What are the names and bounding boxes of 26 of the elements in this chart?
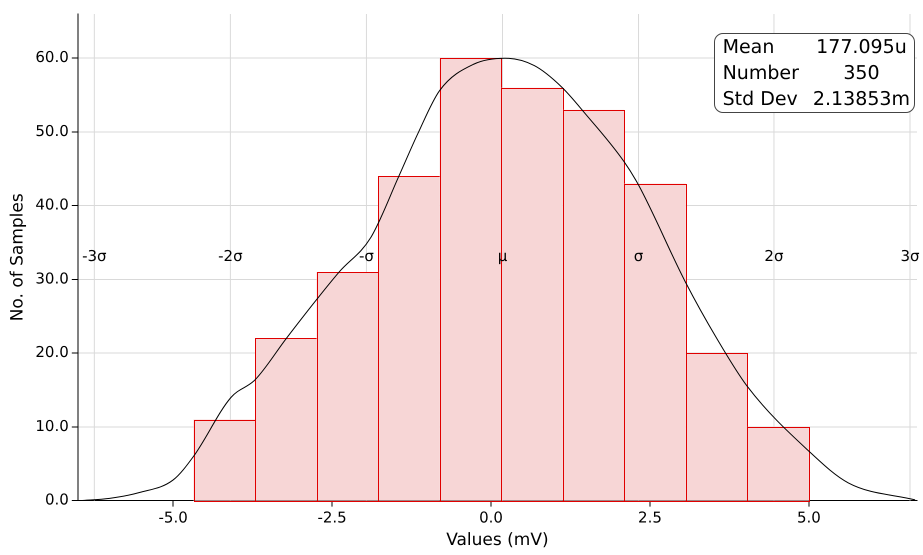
- annotation: Number: [722, 61, 799, 86]
- x-axis-title: Values (mV): [446, 530, 549, 550]
- ref-line-label: -2σ: [218, 247, 244, 266]
- x-tick-label: -5.0: [158, 508, 188, 526]
- ref-line-label: 2σ: [764, 247, 784, 266]
- y-tick-label: 0.0: [44, 490, 69, 508]
- x-tick-label: 5.0: [796, 508, 821, 526]
- y-tick-label: 50.0: [35, 122, 69, 140]
- ref-line-label: 3σ: [900, 247, 920, 266]
- y-tick-label: 10.0: [35, 416, 69, 435]
- annotation: 350: [842, 61, 881, 86]
- y-tick-label: 60.0: [35, 48, 69, 66]
- ref-line-label: -3σ: [82, 247, 108, 266]
- ref-line-label: -σ: [358, 247, 374, 266]
- y-tick-label: 20.0: [35, 343, 69, 362]
- annotation: Std Dev: [722, 87, 799, 112]
- annotation: Mean: [722, 35, 776, 60]
- ref-line-label: σ: [634, 247, 644, 266]
- x-tick-label: 0.0: [479, 508, 503, 526]
- y-axis-title: No. of Samples: [8, 193, 28, 322]
- x-tick-label: -2.5: [317, 508, 347, 526]
- y-tick-label: 30.0: [35, 269, 69, 288]
- annotation: 177.095u: [815, 35, 908, 60]
- annotation: 2.13853m: [812, 87, 910, 112]
- y-tick-label: 40.0: [35, 196, 69, 214]
- x-tick-label: 2.5: [638, 508, 662, 526]
